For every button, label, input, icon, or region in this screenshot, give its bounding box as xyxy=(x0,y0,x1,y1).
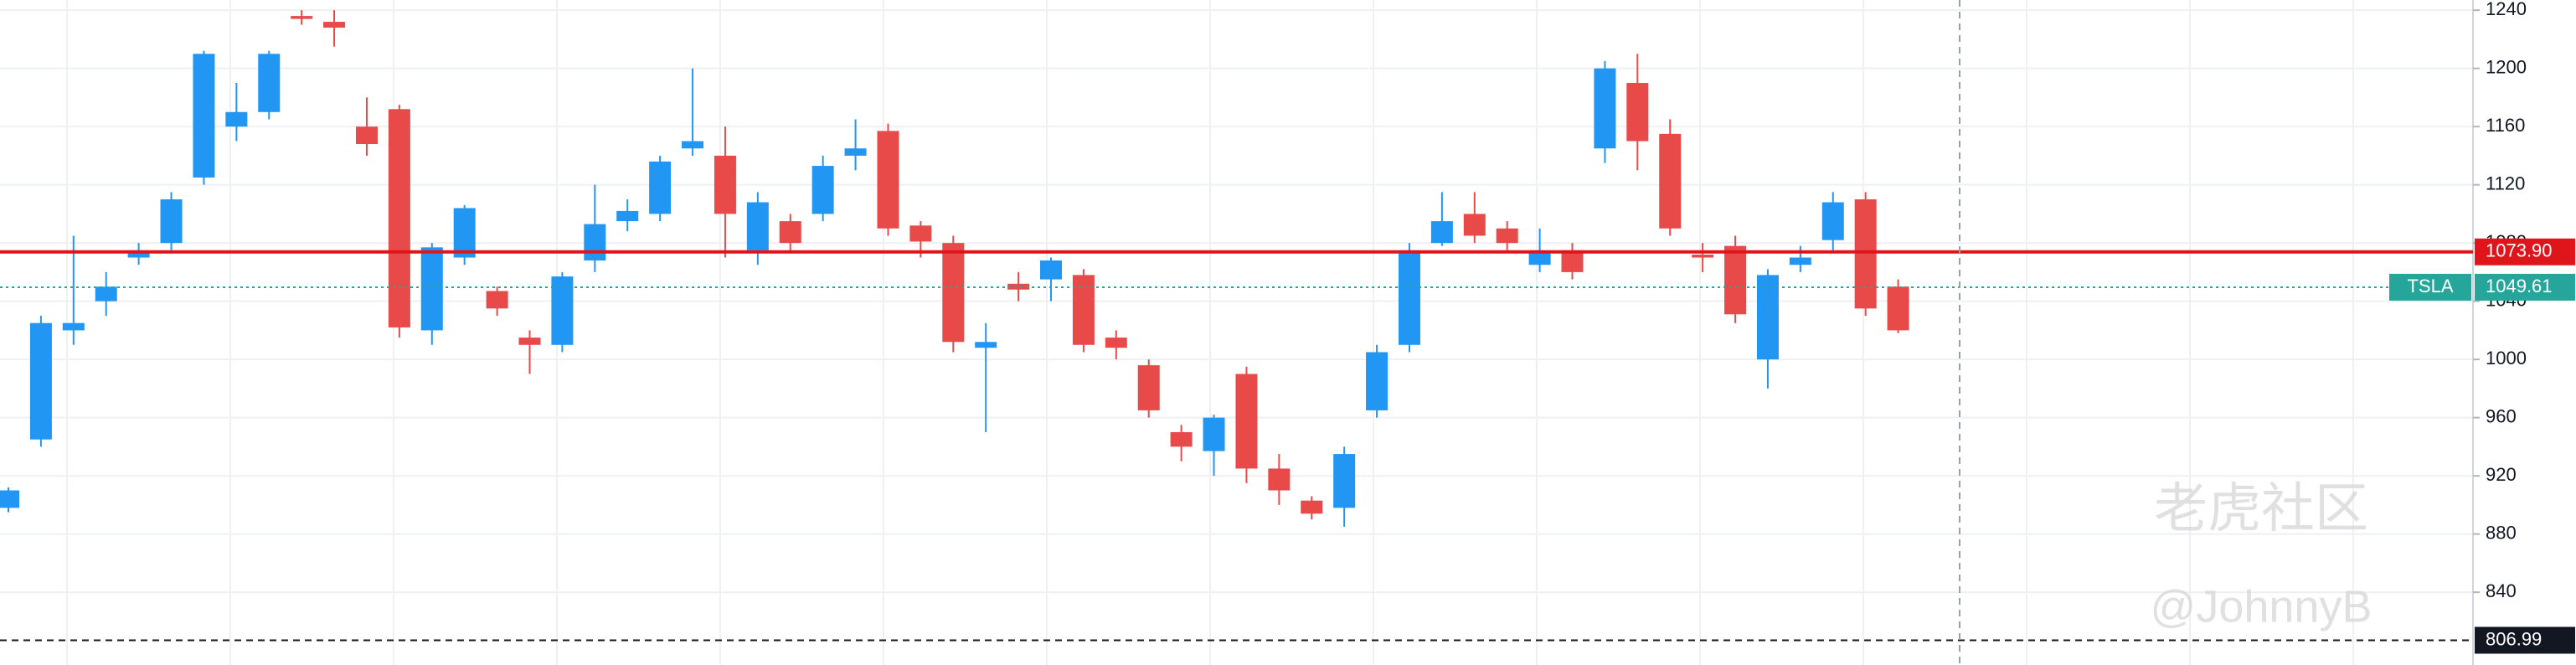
candle-body xyxy=(95,286,117,302)
watermark: 老虎社区 xyxy=(2154,478,2368,539)
candle-body xyxy=(1692,255,1714,258)
candle-body xyxy=(291,16,313,19)
candle-body xyxy=(942,243,965,343)
candle-body xyxy=(584,224,606,260)
candle-body xyxy=(127,250,150,258)
candle-body xyxy=(975,342,997,348)
candle-body xyxy=(1333,454,1356,508)
candle-body xyxy=(486,291,508,309)
candle-body xyxy=(1854,199,1877,309)
symbol-label: TSLA xyxy=(2407,276,2453,296)
y-tick-label: 880 xyxy=(2486,522,2517,543)
candle-body xyxy=(1724,245,1747,315)
last-price-label: 1049.61 xyxy=(2486,276,2553,296)
candle-body xyxy=(1105,338,1127,348)
candle-body xyxy=(388,109,410,327)
candle-body xyxy=(1203,417,1225,451)
last-price-box xyxy=(2475,273,2575,301)
candle-body xyxy=(649,161,672,214)
candle-body xyxy=(844,148,867,156)
candle-body xyxy=(1366,352,1388,410)
candle-body xyxy=(1756,275,1779,360)
candle-body xyxy=(225,111,248,127)
candle-body xyxy=(1170,432,1193,447)
candle-body xyxy=(1007,283,1030,290)
candle-body xyxy=(453,208,476,258)
candle-body xyxy=(1398,250,1420,345)
price-label: 1073.90 xyxy=(2486,240,2553,261)
candle-body xyxy=(0,490,19,508)
candle-body xyxy=(518,338,541,345)
candles xyxy=(0,10,1909,527)
candle-body xyxy=(355,126,378,145)
y-tick-label: 920 xyxy=(2486,464,2517,485)
candle-body xyxy=(193,54,215,178)
candle-body xyxy=(616,210,639,222)
candle-body xyxy=(1430,221,1453,244)
candle-body xyxy=(420,247,443,331)
candle-body xyxy=(160,199,183,244)
candle-body xyxy=(1821,202,1844,240)
y-tick-label: 960 xyxy=(2486,405,2517,426)
candle-body xyxy=(682,141,704,149)
candle-body xyxy=(746,202,769,250)
price-label-box xyxy=(2475,626,2575,654)
candle-body xyxy=(779,221,801,244)
candle-body xyxy=(323,22,346,28)
candle-body xyxy=(1496,228,1518,244)
candle-body xyxy=(29,322,52,440)
candle-body xyxy=(714,155,736,214)
candle-body xyxy=(909,225,932,242)
candle-body xyxy=(811,166,834,214)
y-tick-label: 1000 xyxy=(2486,348,2527,369)
candle-body xyxy=(62,322,85,331)
y-tick-label: 1200 xyxy=(2486,56,2527,77)
candle-body xyxy=(877,131,899,229)
candle-body xyxy=(1528,250,1551,265)
y-tick-label: 840 xyxy=(2486,580,2517,601)
candle-body xyxy=(1137,365,1160,410)
candle-body xyxy=(1268,468,1291,491)
watermark: @JohnnyB xyxy=(2151,581,2372,631)
price-label-box xyxy=(2475,238,2575,265)
y-tick-label: 1120 xyxy=(2486,173,2525,193)
candle-body xyxy=(1626,83,1649,142)
grid xyxy=(0,0,2473,665)
candle-body xyxy=(1301,500,1323,514)
y-tick-label: 1240 xyxy=(2486,0,2527,19)
y-tick-label: 1160 xyxy=(2486,115,2525,136)
candle-body xyxy=(1072,275,1095,345)
candle-body xyxy=(1463,214,1486,236)
symbol-box xyxy=(2389,273,2471,301)
candle-body xyxy=(1561,250,1584,272)
candle-body xyxy=(1659,133,1682,229)
candle-body xyxy=(258,54,281,112)
candle-body xyxy=(1594,68,1616,149)
candle-body xyxy=(1040,260,1063,280)
price-label: 806.99 xyxy=(2486,628,2542,649)
candle-body xyxy=(1789,257,1811,265)
candle-body xyxy=(1235,374,1258,469)
candle-body xyxy=(1887,286,1909,331)
